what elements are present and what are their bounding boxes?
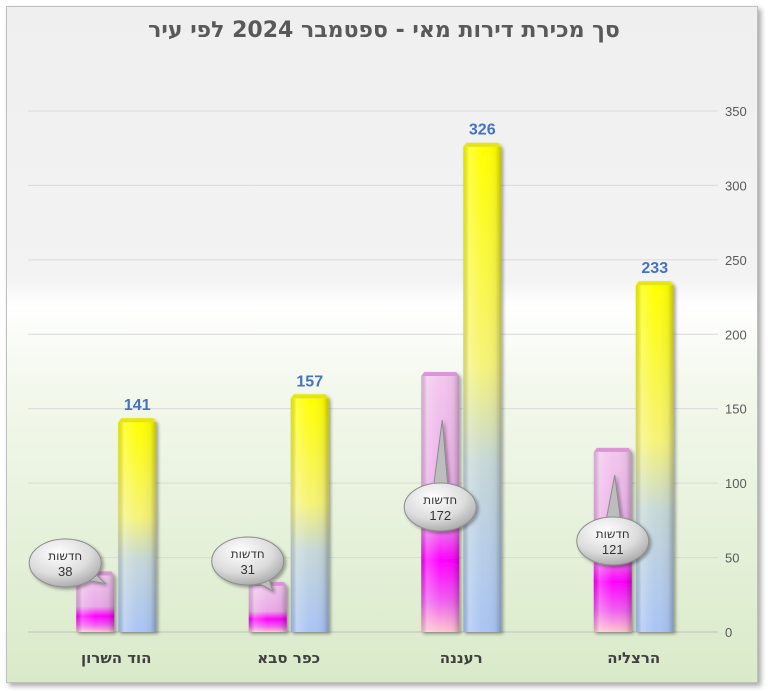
y-tick-label: 350 <box>725 104 747 119</box>
data-label: 233 <box>641 260 668 277</box>
callout <box>211 536 285 592</box>
bar-total-top <box>463 142 502 147</box>
x-tick-label: כפר סבא <box>257 649 320 667</box>
bar-new-top <box>421 371 460 376</box>
bar-total-shade <box>463 146 502 632</box>
data-label: 157 <box>296 373 323 390</box>
bar-total-top <box>290 394 329 399</box>
bar-total <box>635 281 674 632</box>
callout-bubble <box>403 482 477 532</box>
callout <box>576 474 650 566</box>
data-label: 141 <box>124 397 151 414</box>
bar-new-shade <box>76 575 115 632</box>
callout-bubble <box>211 536 285 586</box>
bar-total-shade <box>635 285 674 632</box>
callout-value: 38 <box>58 564 72 579</box>
bar-new-shade <box>248 585 287 632</box>
y-tick-label: 100 <box>725 476 747 491</box>
bar-total <box>463 142 502 632</box>
callout-value: 31 <box>241 562 255 577</box>
chart-title: סך מכירת דירות מאי - ספטמבר 2024 לפי עיר <box>148 18 620 43</box>
y-tick-label: 300 <box>725 178 747 193</box>
y-tick-label: 50 <box>725 551 739 566</box>
y-tick-label: 250 <box>725 253 747 268</box>
callout-value: 121 <box>602 542 624 557</box>
bar-new-top <box>593 447 632 452</box>
callout-label: חדשות <box>231 547 265 561</box>
bar-total-top <box>118 418 157 423</box>
bar-new <box>76 571 115 632</box>
bar-total-shade <box>290 398 329 632</box>
bar-new <box>248 581 287 632</box>
callout-bubble <box>28 538 102 588</box>
y-tick-label: 0 <box>725 625 732 640</box>
y-tick-label: 200 <box>725 327 747 342</box>
bar-total <box>290 394 329 632</box>
x-tick-label: הרצליה <box>607 649 660 667</box>
x-tick-label: הוד השרון <box>81 649 152 667</box>
callout <box>403 419 477 532</box>
data-label: 326 <box>469 122 496 139</box>
callout-bubble <box>576 516 650 566</box>
bar-total <box>118 418 157 632</box>
callout-label: חדשות <box>423 493 457 507</box>
callout-value: 172 <box>429 508 451 523</box>
callout-label: חדשות <box>48 549 82 563</box>
bar-total-top <box>635 281 674 286</box>
y-tick-label: 150 <box>725 402 747 417</box>
x-tick-label: רעננה <box>440 649 483 667</box>
callout-label: חדשות <box>596 527 630 541</box>
callout <box>28 538 107 588</box>
bar-total-shade <box>118 422 157 632</box>
